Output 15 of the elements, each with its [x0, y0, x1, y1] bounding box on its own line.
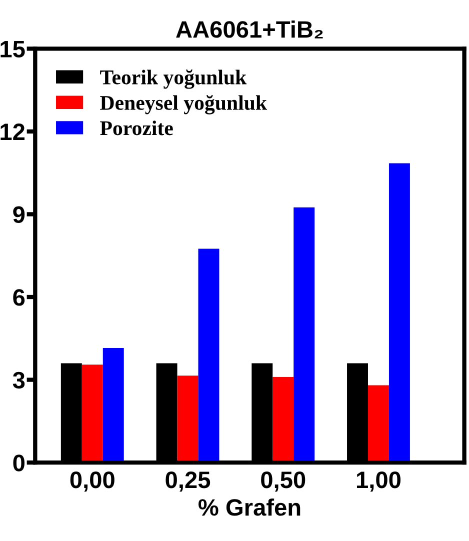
y-tick-label: 9	[13, 206, 25, 224]
y-tick-label: 15	[0, 41, 25, 58]
x-tick-label: 0,00	[70, 472, 114, 492]
y-tick-label: 12	[0, 124, 25, 140]
y-tick-label: 3	[12, 372, 25, 389]
y-tick-label: 0	[13, 454, 24, 472]
y-tick-label: 6	[13, 289, 25, 306]
chart-title: AA6061+TiB₂	[176, 20, 323, 38]
legend-label: Teorik yoğunluk	[100, 70, 247, 89]
x-axis-title: % Grafen	[198, 498, 300, 516]
x-tick-label: 0,50	[261, 472, 306, 492]
x-tick-label: 1,00	[356, 472, 400, 492]
legend-label: Deneysel yoğunluk	[100, 95, 268, 114]
legend-label: Porozite	[100, 120, 173, 136]
x-tick-label: 0,25	[166, 472, 210, 492]
